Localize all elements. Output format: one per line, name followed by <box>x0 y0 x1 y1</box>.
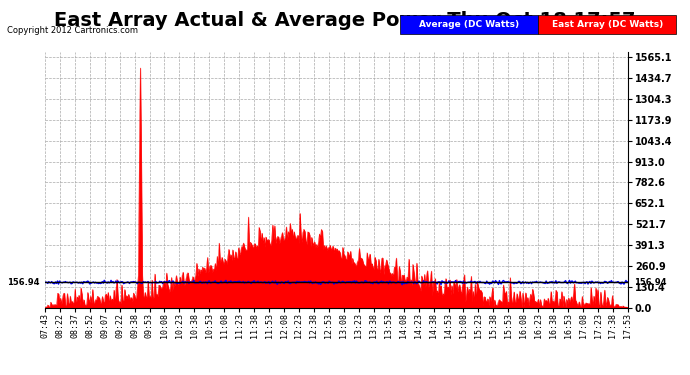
Text: Copyright 2012 Cartronics.com: Copyright 2012 Cartronics.com <box>7 26 138 35</box>
Text: Average (DC Watts): Average (DC Watts) <box>419 20 520 29</box>
Text: 156.94: 156.94 <box>8 278 40 287</box>
Text: 156.94: 156.94 <box>633 278 667 287</box>
Text: East Array Actual & Average Power Thu Oct 18 17:57: East Array Actual & Average Power Thu Oc… <box>55 11 635 30</box>
Text: East Array (DC Watts): East Array (DC Watts) <box>551 20 663 29</box>
